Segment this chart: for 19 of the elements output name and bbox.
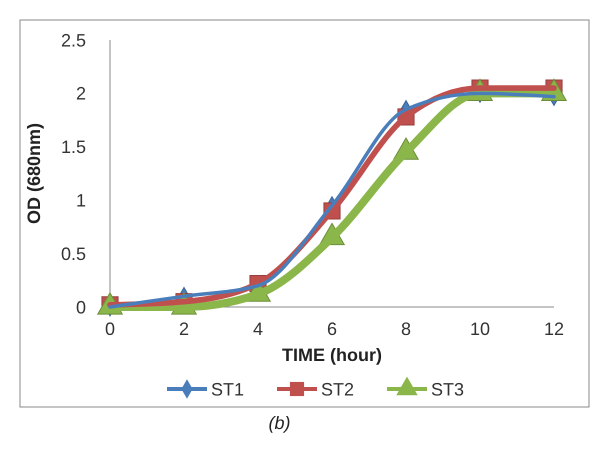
text: (b) (268, 413, 290, 433)
x-tick-label: 12 (544, 319, 564, 339)
y-axis-title: OD (680nm) (24, 122, 44, 224)
y-tick-label: 1 (76, 190, 86, 210)
x-tick-label: 4 (252, 319, 264, 339)
x-tick-label: 2 (178, 319, 190, 339)
x-tick-label: 6 (326, 319, 338, 339)
y-tick-label: 2.5 (60, 30, 86, 50)
x-axis-title: TIME (hour) (282, 345, 382, 365)
x-tick-label: 8 (400, 319, 412, 339)
y-tick-label: 0 (76, 297, 86, 318)
legend-label: ST1 (211, 379, 244, 400)
y-tick-label: 2 (76, 84, 86, 104)
x-tick-label: 0 (104, 319, 116, 339)
y-tick-label: 1.5 (60, 137, 86, 158)
legend-label: ST3 (431, 379, 464, 400)
x-tick-label: 10 (470, 319, 490, 339)
y-tick-label: 0.5 (60, 244, 86, 264)
legend-label: ST2 (321, 379, 354, 400)
